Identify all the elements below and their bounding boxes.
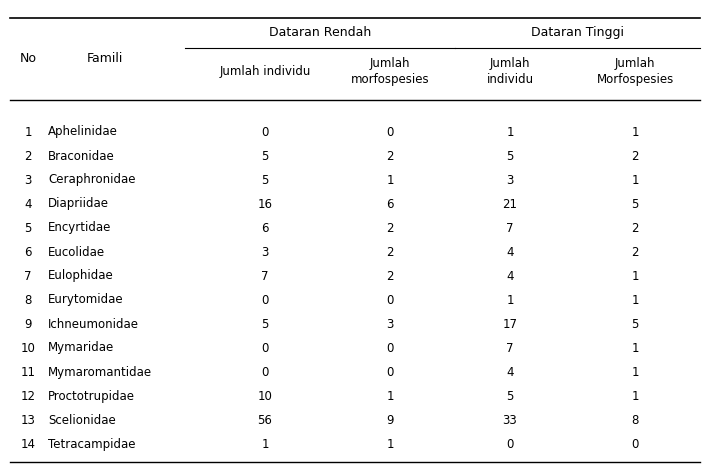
Text: 5: 5 (261, 173, 268, 186)
Text: 8: 8 (631, 413, 639, 426)
Text: 0: 0 (506, 438, 514, 451)
Text: 12: 12 (21, 390, 36, 403)
Text: 3: 3 (506, 173, 514, 186)
Text: 1: 1 (506, 293, 514, 306)
Text: 7: 7 (506, 221, 514, 234)
Text: 3: 3 (261, 246, 268, 259)
Text: 13: 13 (21, 413, 36, 426)
Text: 0: 0 (386, 126, 393, 139)
Text: Eurytomidae: Eurytomidae (48, 293, 124, 306)
Text: 0: 0 (261, 341, 268, 354)
Text: 6: 6 (24, 246, 32, 259)
Text: 6: 6 (386, 198, 394, 211)
Text: 1: 1 (631, 293, 639, 306)
Text: 4: 4 (24, 198, 32, 211)
Text: Eucolidae: Eucolidae (48, 246, 105, 259)
Text: 11: 11 (21, 365, 36, 379)
Text: 1: 1 (506, 126, 514, 139)
Text: 1: 1 (261, 438, 269, 451)
Text: 0: 0 (386, 341, 393, 354)
Text: 5: 5 (261, 318, 268, 331)
Text: 1: 1 (631, 270, 639, 283)
Text: Diapriidae: Diapriidae (48, 198, 109, 211)
Text: 21: 21 (503, 198, 518, 211)
Text: 6: 6 (261, 221, 269, 234)
Text: 3: 3 (386, 318, 393, 331)
Text: 0: 0 (261, 293, 268, 306)
Text: 2: 2 (386, 150, 394, 162)
Text: 7: 7 (24, 270, 32, 283)
Text: 2: 2 (631, 246, 639, 259)
Text: 2: 2 (386, 270, 394, 283)
Text: 2: 2 (631, 150, 639, 162)
Text: Tetracampidae: Tetracampidae (48, 438, 136, 451)
Text: Mymaromantidae: Mymaromantidae (48, 365, 152, 379)
Text: No: No (19, 53, 36, 66)
Text: 0: 0 (261, 365, 268, 379)
Text: 33: 33 (503, 413, 518, 426)
Text: 4: 4 (506, 246, 514, 259)
Text: Proctotrupidae: Proctotrupidae (48, 390, 135, 403)
Text: 10: 10 (258, 390, 273, 403)
Text: Aphelinidae: Aphelinidae (48, 126, 118, 139)
Text: Ceraphronidae: Ceraphronidae (48, 173, 136, 186)
Text: 1: 1 (631, 365, 639, 379)
Text: 1: 1 (386, 173, 394, 186)
Text: 0: 0 (261, 126, 268, 139)
Text: 1: 1 (631, 390, 639, 403)
Text: 1: 1 (24, 126, 32, 139)
Text: 1: 1 (631, 126, 639, 139)
Text: 8: 8 (24, 293, 32, 306)
Text: Mymaridae: Mymaridae (48, 341, 114, 354)
Text: 4: 4 (506, 365, 514, 379)
Text: 16: 16 (258, 198, 273, 211)
Text: 2: 2 (386, 246, 394, 259)
Text: 5: 5 (631, 318, 639, 331)
Text: 0: 0 (386, 365, 393, 379)
Text: 5: 5 (261, 150, 268, 162)
Text: Dataran Rendah: Dataran Rendah (269, 27, 371, 40)
Text: 56: 56 (258, 413, 273, 426)
Text: 2: 2 (631, 221, 639, 234)
Text: 14: 14 (21, 438, 36, 451)
Text: Encyrtidae: Encyrtidae (48, 221, 111, 234)
Text: 0: 0 (631, 438, 639, 451)
Text: 9: 9 (24, 318, 32, 331)
Text: 5: 5 (506, 390, 514, 403)
Text: 7: 7 (506, 341, 514, 354)
Text: 1: 1 (386, 390, 394, 403)
Text: 2: 2 (24, 150, 32, 162)
Text: 5: 5 (631, 198, 639, 211)
Text: 7: 7 (261, 270, 269, 283)
Text: Famili: Famili (87, 53, 124, 66)
Text: Jumlah
individu: Jumlah individu (486, 58, 533, 86)
Text: 5: 5 (506, 150, 514, 162)
Text: Eulophidae: Eulophidae (48, 270, 114, 283)
Text: 1: 1 (386, 438, 394, 451)
Text: Jumlah
morfospesies: Jumlah morfospesies (351, 58, 430, 86)
Text: Scelionidae: Scelionidae (48, 413, 116, 426)
Text: 3: 3 (24, 173, 32, 186)
Text: 2: 2 (386, 221, 394, 234)
Text: 10: 10 (21, 341, 36, 354)
Text: 9: 9 (386, 413, 394, 426)
Text: 0: 0 (386, 293, 393, 306)
Text: 5: 5 (24, 221, 32, 234)
Text: Ichneumonidae: Ichneumonidae (48, 318, 139, 331)
Text: 1: 1 (631, 341, 639, 354)
Text: 4: 4 (506, 270, 514, 283)
Text: 1: 1 (631, 173, 639, 186)
Text: Dataran Tinggi: Dataran Tinggi (531, 27, 624, 40)
Text: Braconidae: Braconidae (48, 150, 115, 162)
Text: 17: 17 (503, 318, 518, 331)
Text: Jumlah
Morfospesies: Jumlah Morfospesies (596, 58, 674, 86)
Text: Jumlah individu: Jumlah individu (219, 66, 311, 79)
